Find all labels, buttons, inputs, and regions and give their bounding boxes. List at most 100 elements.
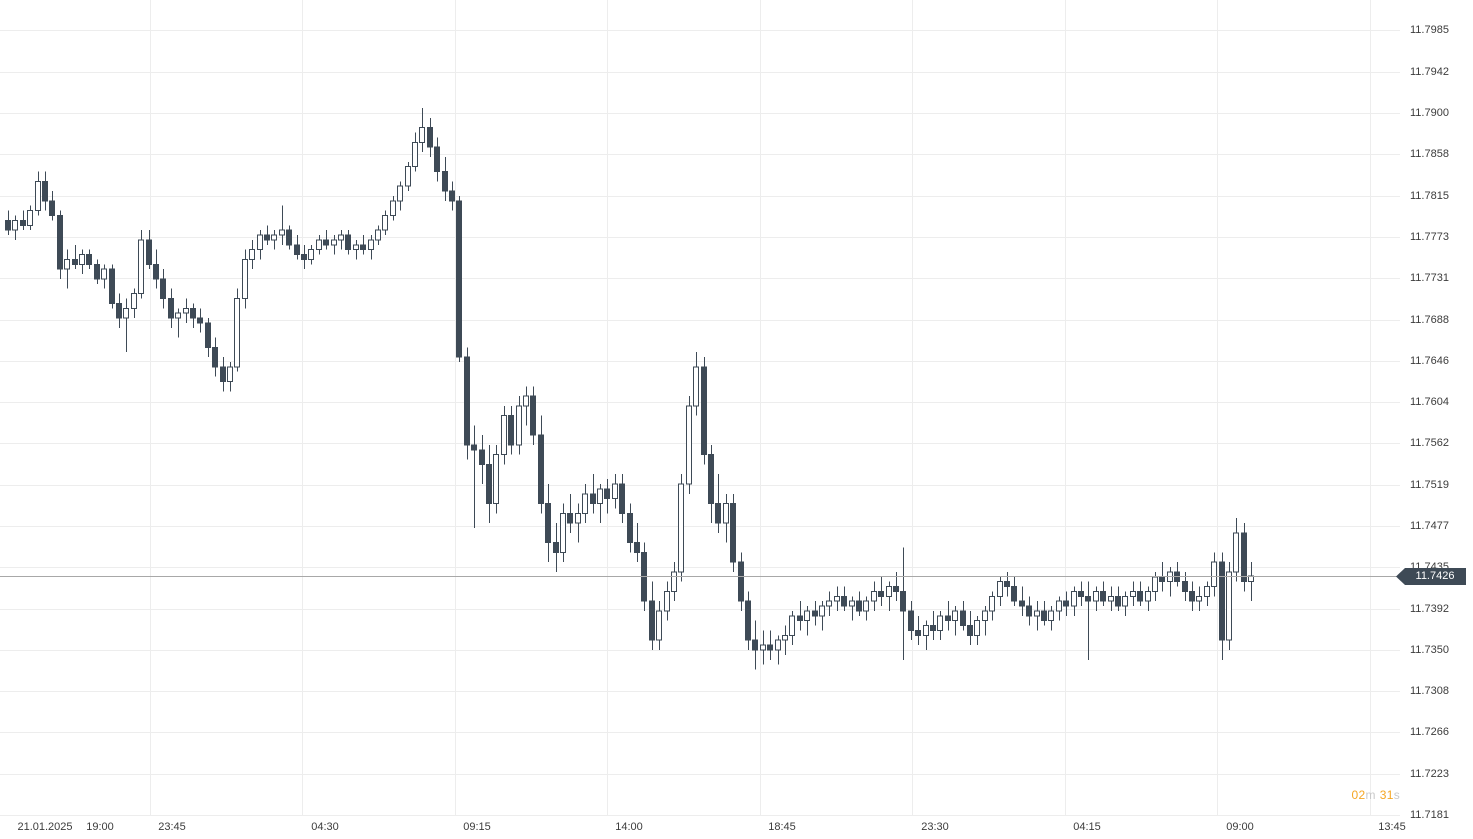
time-axis-label: 14:00 [615, 821, 643, 833]
candle-up [516, 405, 522, 446]
time-axis-label: 04:30 [311, 821, 339, 833]
candle-down [767, 644, 773, 651]
candle-up [397, 185, 403, 202]
candle-up [819, 605, 825, 617]
candle-up [612, 483, 618, 500]
candle-down [5, 219, 11, 231]
candle-up [723, 503, 729, 524]
candle-down [1004, 581, 1010, 588]
time-axis-label: 19:00 [86, 821, 114, 833]
candle-up [138, 239, 144, 295]
candle-down [197, 317, 203, 324]
candle-up [1152, 576, 1158, 592]
candle-up [390, 200, 396, 217]
price-axis-label: 11.7477 [1410, 519, 1449, 532]
price-plot-surface[interactable] [0, 0, 1400, 839]
candle-up [560, 512, 566, 553]
candle-down [930, 625, 936, 631]
time-axis-label: 04:15 [1073, 821, 1101, 833]
candle-down [908, 610, 914, 631]
candle-down [960, 610, 966, 627]
candle-up [1093, 590, 1099, 602]
candle-down [1115, 595, 1121, 607]
candle-up [782, 634, 788, 641]
candle-down [360, 244, 366, 251]
candle-up [1056, 600, 1062, 612]
candle-up [493, 454, 499, 505]
countdown-minutes-unit: m [1365, 788, 1376, 802]
candle-down [856, 600, 862, 612]
candle-up [664, 590, 670, 612]
candle-down [72, 258, 78, 265]
candle-down [456, 200, 462, 358]
candle-down [1137, 590, 1143, 602]
price-axis-label: 11.7519 [1410, 478, 1449, 491]
countdown-minutes: 02 [1351, 788, 1366, 802]
candle-up [1211, 561, 1217, 588]
candle-up [804, 610, 810, 622]
candle-up [686, 405, 692, 485]
candle-down [1189, 590, 1195, 602]
price-axis[interactable]: 11.7985 11.7942 11.7900 11.7858 11.7815 11.77… [1400, 0, 1473, 839]
candle-down [1159, 576, 1165, 583]
candle-up [123, 307, 129, 319]
candle-down [893, 586, 899, 592]
candle-up [242, 258, 248, 300]
candle-down [1100, 590, 1106, 602]
candle-down [878, 590, 884, 597]
time-axis-label: 09:00 [1226, 821, 1254, 833]
candle-up [79, 254, 85, 265]
candle-down [220, 366, 226, 382]
candle-down [1041, 610, 1047, 622]
candle-up [64, 258, 70, 270]
candle-up [937, 615, 943, 631]
candle-down [86, 254, 92, 265]
candle-down [116, 302, 122, 319]
candle-down [945, 615, 951, 622]
candle-up [1034, 610, 1040, 617]
candle-down [146, 239, 152, 265]
candle-up [1196, 595, 1202, 602]
candle-down [627, 512, 633, 544]
price-axis-label: 11.7942 [1410, 65, 1449, 78]
candle-down [153, 263, 159, 280]
time-axis[interactable]: 21.01.2025 19:00 23:45 04:30 09:15 14:00 18:45… [0, 815, 1473, 839]
candle-up [826, 600, 832, 607]
candle-down [567, 512, 573, 524]
candle-down [1219, 561, 1225, 641]
candle-up [789, 615, 795, 636]
candle-down [967, 625, 973, 636]
candle-down [205, 322, 211, 348]
candle-down [915, 629, 921, 636]
candle-down [434, 146, 440, 173]
candle-up [257, 234, 263, 251]
candle-up [523, 395, 529, 407]
candle-up [923, 625, 929, 636]
candle-up [1204, 586, 1210, 597]
candle-down [649, 600, 655, 641]
candle-down [286, 229, 292, 246]
candle-down [708, 454, 714, 505]
candle-up [582, 493, 588, 514]
candle-up [175, 312, 181, 319]
candle-up [12, 219, 18, 231]
price-axis-label: 11.7392 [1410, 602, 1449, 615]
candle-up [412, 141, 418, 168]
candle-up [863, 600, 869, 612]
candle-up [338, 234, 344, 241]
candle-up [382, 215, 388, 231]
time-axis-label: 09:15 [463, 821, 491, 833]
candle-down [797, 615, 803, 622]
candle-down [745, 600, 751, 641]
candle-down [634, 542, 640, 553]
candle-up [308, 249, 314, 260]
candle-up [368, 239, 374, 251]
time-axis-label: 21.01.2025 [17, 821, 73, 833]
candle-up [501, 415, 507, 456]
price-axis-label: 11.7688 [1410, 313, 1449, 326]
price-axis-label: 11.7985 [1410, 24, 1449, 36]
candle-up [997, 581, 1003, 597]
time-axis-label: 23:45 [158, 821, 186, 833]
candle-down [752, 639, 758, 651]
